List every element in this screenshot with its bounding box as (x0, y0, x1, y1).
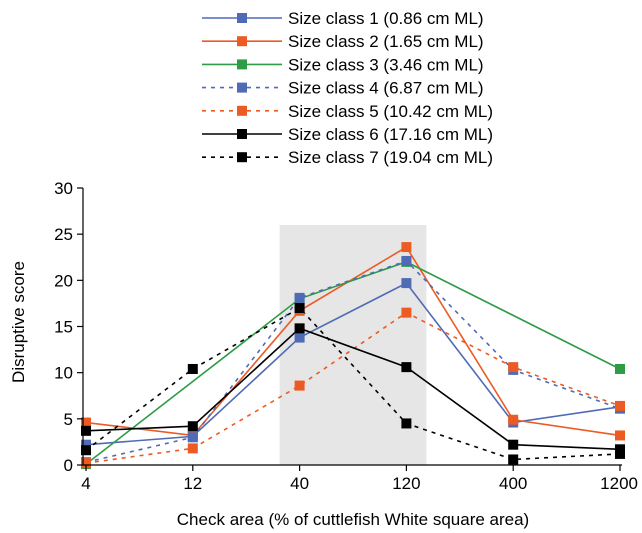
series-markers (81, 242, 625, 470)
data-point (401, 278, 412, 289)
x-tick-label: 40 (290, 474, 309, 493)
legend-marker (237, 152, 247, 163)
data-point (615, 400, 625, 411)
data-point (508, 414, 519, 425)
legend-label: Size class 3 (3.46 cm ML) (288, 55, 484, 74)
data-point (615, 448, 625, 459)
legend-marker (237, 82, 247, 93)
series-line (85, 282, 621, 446)
legend-label: Size class 5 (10.42 cm ML) (288, 102, 493, 121)
data-point (187, 443, 198, 454)
series-line (85, 261, 621, 465)
data-point (294, 323, 305, 334)
data-point (81, 417, 91, 428)
x-tick-label: 120 (392, 474, 420, 493)
x-tick-label: 4 (81, 474, 90, 493)
axes: 0 5 10 15 20 25 30 4 12 40 120 400 1200 (54, 179, 638, 493)
data-point (508, 362, 519, 373)
y-tick-label: 15 (54, 318, 73, 337)
data-point (401, 307, 412, 318)
legend-marker (237, 105, 247, 116)
data-point (401, 242, 412, 253)
data-point (81, 425, 91, 436)
data-point (401, 418, 412, 429)
data-point (615, 363, 625, 374)
data-point (294, 292, 305, 303)
series-line (85, 327, 621, 451)
data-point (81, 458, 91, 469)
series-line (85, 307, 621, 461)
data-point (81, 439, 91, 450)
legend-label: Size class 2 (1.65 cm ML) (288, 32, 484, 51)
data-point (615, 430, 625, 441)
legend: Size class 1 (0.86 cm ML) Size class 2 (1… (202, 9, 493, 167)
y-tick-label: 0 (64, 456, 73, 475)
data-point (294, 332, 305, 343)
data-point (187, 421, 198, 432)
x-tick-label: 400 (499, 474, 527, 493)
y-tick-label: 25 (54, 225, 73, 244)
legend-label: Size class 1 (0.86 cm ML) (288, 9, 484, 28)
data-point (401, 255, 412, 266)
data-point (187, 363, 198, 374)
data-point (294, 303, 305, 314)
legend-marker (237, 13, 247, 23)
series-lines (85, 246, 621, 465)
legend-label: Size class 7 (19.04 cm ML) (288, 148, 493, 167)
data-point (294, 380, 305, 391)
legend-label: Size class 4 (6.87 cm ML) (288, 79, 484, 98)
legend-marker (237, 129, 247, 139)
legend-marker (237, 59, 247, 70)
data-point (508, 439, 519, 450)
legend-marker (237, 36, 247, 47)
x-axis-title: Check area (% of cuttlefish White square… (177, 510, 529, 529)
series-line (85, 246, 621, 437)
x-tick-label: 12 (183, 474, 202, 493)
y-tick-label: 5 (64, 410, 73, 429)
data-point (81, 445, 91, 456)
legend-label: Size class 6 (17.16 cm ML) (288, 125, 493, 144)
x-tick-label: 1200 (600, 474, 638, 493)
y-tick-label: 10 (54, 364, 73, 383)
data-point (187, 432, 198, 443)
data-point (508, 454, 519, 465)
y-tick-label: 30 (54, 179, 73, 198)
y-tick-label: 20 (54, 271, 73, 290)
series-line (85, 260, 621, 464)
data-point (401, 362, 412, 373)
y-axis-title: Disruptive score (9, 261, 28, 383)
